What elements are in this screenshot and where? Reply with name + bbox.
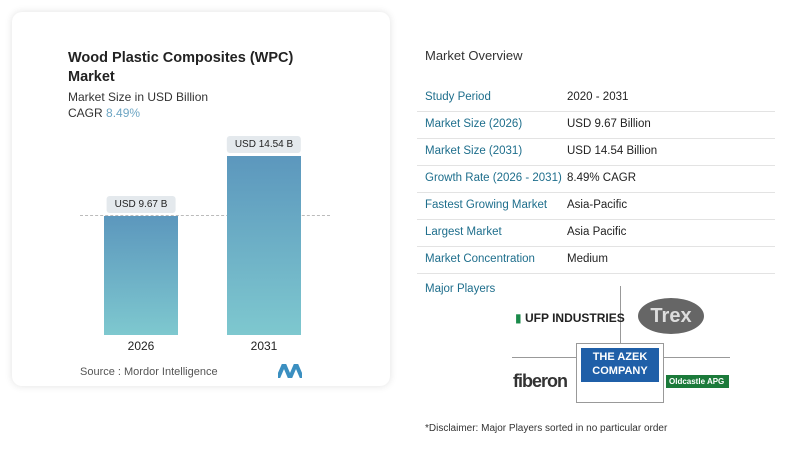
divider <box>620 286 621 356</box>
overview-row: Growth Rate (2026 - 2031) 8.49% CAGR <box>417 165 775 193</box>
logo-azek: THE AZEK COMPANY <box>581 348 659 382</box>
major-players-title: Major Players <box>425 283 496 295</box>
row-value: 2020 - 2031 <box>567 91 629 103</box>
row-value: USD 14.54 Billion <box>567 145 658 157</box>
row-value: Asia-Pacific <box>567 199 628 211</box>
row-label: Largest Market <box>425 226 502 238</box>
logo-fiberon: fiberon <box>513 371 568 391</box>
row-value: Asia Pacific <box>567 226 627 238</box>
overview-row: Market Concentration Medium <box>417 246 775 274</box>
overview-row: Largest Market Asia Pacific <box>417 219 775 247</box>
chart-card <box>12 12 390 386</box>
bar-2031 <box>227 156 301 335</box>
overview-row: Market Size (2026) USD 9.67 Billion <box>417 111 775 139</box>
logo-trex: Trex <box>638 298 704 334</box>
logo-ufp: ▮ UFP INDUSTRIES <box>515 311 625 325</box>
cagr-label: CAGR <box>68 106 103 120</box>
row-label: Market Concentration <box>425 253 535 265</box>
logo-azek-frame: THE AZEK COMPANY <box>576 343 664 403</box>
reference-line <box>80 215 330 216</box>
overview-row: Study Period 2020 - 2031 <box>417 84 775 112</box>
row-label: Market Size (2026) <box>425 118 523 130</box>
row-label: Growth Rate (2026 - 2031) <box>425 172 562 184</box>
row-value: USD 9.67 Billion <box>567 118 651 130</box>
cagr-value: 8.49% <box>106 106 141 120</box>
row-label: Market Size (2031) <box>425 145 523 157</box>
x-tick-label: 2026 <box>127 339 155 353</box>
chart-subtitle: Market Size in USD Billion <box>68 90 209 104</box>
logo-oldcastle: Oldcastle APG <box>666 375 729 388</box>
overview-row: Market Size (2031) USD 14.54 Billion <box>417 138 775 166</box>
overview-title: Market Overview <box>425 48 523 63</box>
row-label: Study Period <box>425 91 491 103</box>
data-label: USD 9.67 B <box>106 196 176 214</box>
bar-2026 <box>104 216 178 335</box>
row-value: Medium <box>567 253 608 265</box>
disclaimer: *Disclaimer: Major Players sorted in no … <box>425 423 668 434</box>
source-text: Source : Mordor Intelligence <box>80 366 218 378</box>
overview-row: Fastest Growing Market Asia-Pacific <box>417 192 775 220</box>
chart-title: Wood Plastic Composites (WPC) Market <box>68 50 294 85</box>
row-value: 8.49% CAGR <box>567 172 637 184</box>
x-tick-label: 2031 <box>250 339 278 353</box>
mordor-logo-icon <box>278 364 302 378</box>
row-label: Fastest Growing Market <box>425 199 548 211</box>
data-label: USD 14.54 B <box>226 136 302 154</box>
cagr: CAGR 8.49% <box>68 106 140 120</box>
